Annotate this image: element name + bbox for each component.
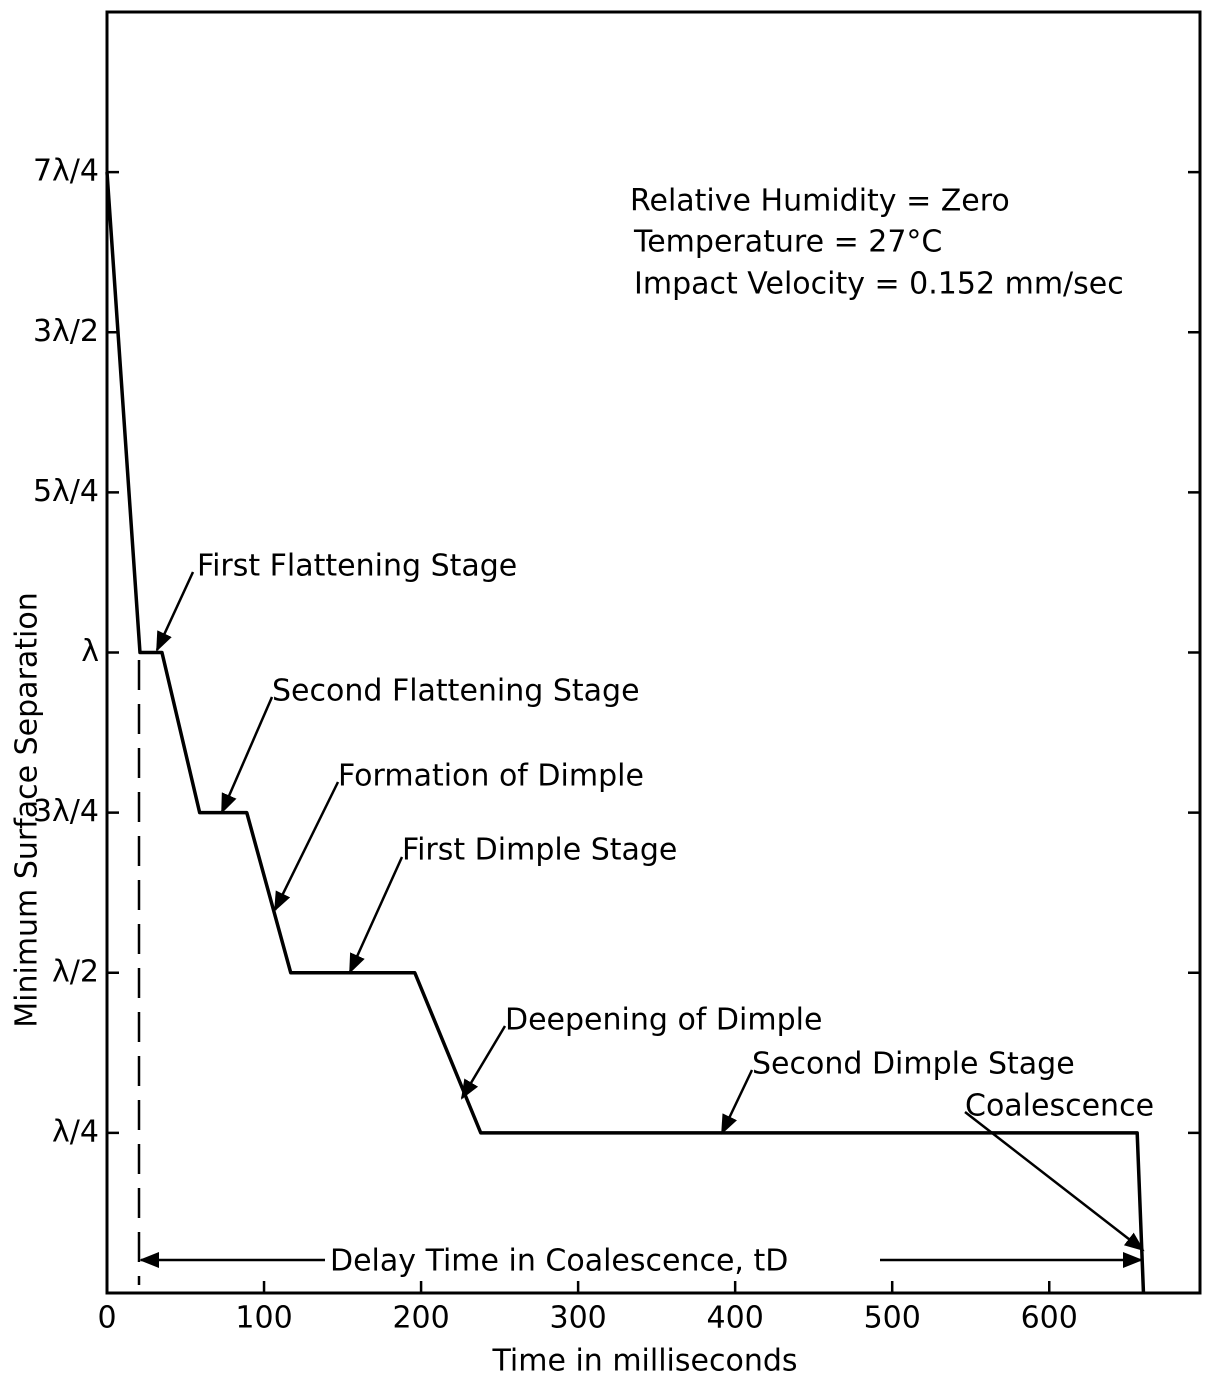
y-tick-label: 3λ/4	[33, 794, 99, 829]
arrow	[348, 856, 404, 974]
condition: Temperature = 27°C	[633, 225, 942, 260]
condition: Impact Velocity = 0.152 mm/sec	[634, 267, 1124, 302]
x-tick-label: 500	[864, 1301, 921, 1336]
annotation: Second Dimple Stage	[752, 1047, 1075, 1082]
y-axis-label: Minimum Surface Separation	[10, 592, 45, 1028]
x-tick-label: 200	[392, 1301, 449, 1336]
y-tick-label: 7λ/4	[33, 154, 99, 189]
annotation: First Dimple Stage	[402, 833, 677, 868]
arrow	[460, 1025, 507, 1100]
arrow	[273, 781, 340, 912]
arrow	[155, 571, 195, 652]
arrow	[220, 696, 274, 814]
annotation: Deepening of Dimple	[505, 1003, 822, 1038]
arrow	[720, 1069, 754, 1135]
arrow	[964, 1111, 1145, 1252]
x-tick-label: 0	[97, 1301, 116, 1336]
delay-label: Delay Time in Coalescence, tD	[330, 1244, 788, 1279]
annotation-arrows	[155, 571, 1145, 1252]
y-tick-label: λ/4	[52, 1114, 99, 1149]
data-line	[105, 172, 1146, 1294]
y-tick-label: λ	[81, 634, 99, 669]
annotation: Second Flattening Stage	[272, 674, 640, 709]
x-axis-label: Time in milliseconds	[491, 1344, 797, 1379]
x-tick-label: 600	[1021, 1301, 1078, 1336]
x-tick-label: 100	[235, 1301, 292, 1336]
condition: Relative Humidity = Zero	[630, 184, 1010, 219]
annotation: Coalescence	[965, 1089, 1154, 1124]
y-tick-label: λ/2	[52, 954, 99, 989]
x-tick-label: 300	[549, 1301, 606, 1336]
annotation: First Flattening Stage	[197, 549, 517, 584]
x-tick-label: 400	[707, 1301, 764, 1336]
y-tick-label: 3λ/2	[33, 314, 99, 349]
annotation: Formation of Dimple	[338, 759, 644, 794]
y-tick-label: 5λ/4	[33, 474, 99, 509]
